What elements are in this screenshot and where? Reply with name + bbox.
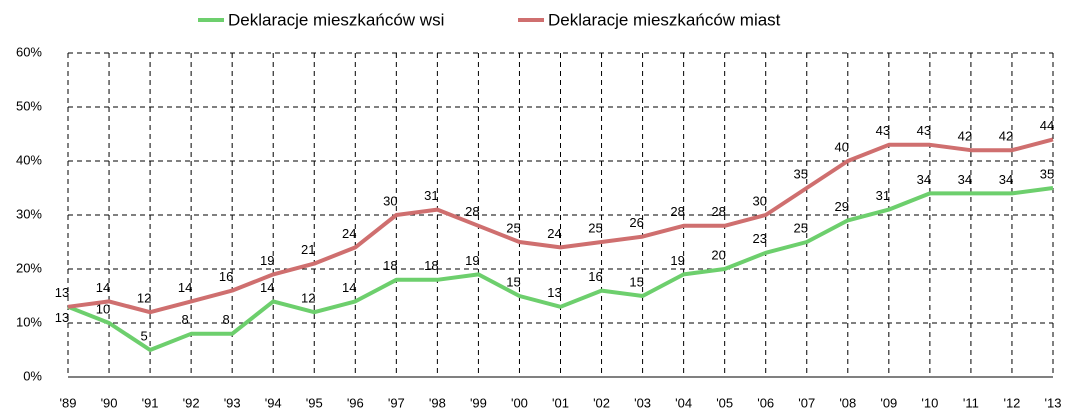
series-line <box>67 137 1054 315</box>
data-label: 13 <box>55 285 69 300</box>
x-tick-label: '09 <box>880 395 897 410</box>
x-tick-label: '96 <box>347 395 364 410</box>
x-tick-label: '11 <box>963 395 979 410</box>
data-label: 30 <box>752 193 766 208</box>
x-tick-label: '03 <box>634 395 651 410</box>
data-label: 21 <box>301 242 315 257</box>
x-tick-label: '13 <box>1045 395 1062 410</box>
data-label: 34 <box>999 172 1013 187</box>
y-tick-label: 30% <box>16 206 42 221</box>
data-label: 24 <box>342 226 356 241</box>
data-label: 19 <box>670 253 684 268</box>
x-tick-label: '12 <box>1003 395 1020 410</box>
data-label: 13 <box>547 285 561 300</box>
x-tick-label: '90 <box>101 395 118 410</box>
x-tick-label: '06 <box>757 395 774 410</box>
data-label: 19 <box>465 253 479 268</box>
data-label: 8 <box>182 312 189 327</box>
y-tick-label: 20% <box>16 260 42 275</box>
data-label: 34 <box>958 172 972 187</box>
data-label: 44 <box>1040 118 1054 133</box>
x-tick-label: '01 <box>552 395 569 410</box>
data-label: 10 <box>96 301 110 316</box>
data-label: 43 <box>876 123 890 138</box>
data-label: 12 <box>301 291 315 306</box>
data-label: 35 <box>794 166 808 181</box>
data-label: 31 <box>876 188 890 203</box>
y-tick-label: 40% <box>16 152 42 167</box>
data-label: 8 <box>223 312 230 327</box>
x-tick-label: '05 <box>716 395 733 410</box>
y-tick-label: 0% <box>23 368 42 383</box>
data-label: 23 <box>752 231 766 246</box>
data-label: 34 <box>917 172 931 187</box>
y-tick-label: 10% <box>16 314 42 329</box>
data-label: 16 <box>588 269 602 284</box>
data-label: 14 <box>178 280 192 295</box>
data-label: 35 <box>1040 166 1054 181</box>
x-tick-label: '97 <box>388 395 405 410</box>
x-tick-label: '92 <box>183 395 200 410</box>
data-label: 25 <box>588 220 602 235</box>
data-label: 14 <box>260 280 274 295</box>
x-tick-label: '00 <box>511 395 528 410</box>
data-label: 29 <box>835 199 849 214</box>
data-label: 25 <box>506 220 520 235</box>
data-label: 40 <box>835 139 849 154</box>
x-tick-label: '94 <box>265 395 282 410</box>
series-line <box>67 186 1054 352</box>
data-label: 26 <box>629 215 643 230</box>
data-label: 14 <box>96 280 110 295</box>
x-tick-label: '95 <box>306 395 323 410</box>
x-tick-label: '04 <box>675 395 692 410</box>
data-label: 15 <box>506 274 520 289</box>
data-label: 30 <box>383 193 397 208</box>
data-label: 42 <box>958 129 972 144</box>
data-label: 25 <box>794 220 808 235</box>
x-tick-label: '99 <box>470 395 487 410</box>
data-label: 19 <box>260 253 274 268</box>
y-tick-label: 60% <box>16 44 42 59</box>
x-tick-label: '89 <box>60 395 77 410</box>
legend-label: Deklaracje mieszkańców miast <box>548 10 781 29</box>
x-tick-label: '10 <box>921 395 938 410</box>
data-label: 12 <box>137 291 151 306</box>
data-label: 20 <box>711 247 725 262</box>
data-label: 28 <box>670 204 684 219</box>
x-tick-label: '93 <box>224 395 241 410</box>
data-label: 24 <box>547 226 561 241</box>
data-label: 16 <box>219 269 233 284</box>
data-label: 18 <box>383 258 397 273</box>
data-label: 43 <box>917 123 931 138</box>
data-label: 15 <box>629 274 643 289</box>
y-tick-label: 50% <box>16 98 42 113</box>
x-tick-label: '98 <box>429 395 446 410</box>
data-label: 5 <box>140 328 147 343</box>
data-label: 31 <box>424 188 438 203</box>
data-label: 13 <box>55 310 69 325</box>
x-tick-label: '08 <box>839 395 856 410</box>
x-tick-label: '07 <box>798 395 815 410</box>
legend-label: Deklaracje mieszkańców wsi <box>228 10 444 29</box>
data-label: 42 <box>999 129 1013 144</box>
data-label: 14 <box>342 280 356 295</box>
data-label: 28 <box>465 204 479 219</box>
data-label: 28 <box>711 204 725 219</box>
x-tick-label: '02 <box>593 395 610 410</box>
x-tick-label: '91 <box>142 395 159 410</box>
data-label: 18 <box>424 258 438 273</box>
